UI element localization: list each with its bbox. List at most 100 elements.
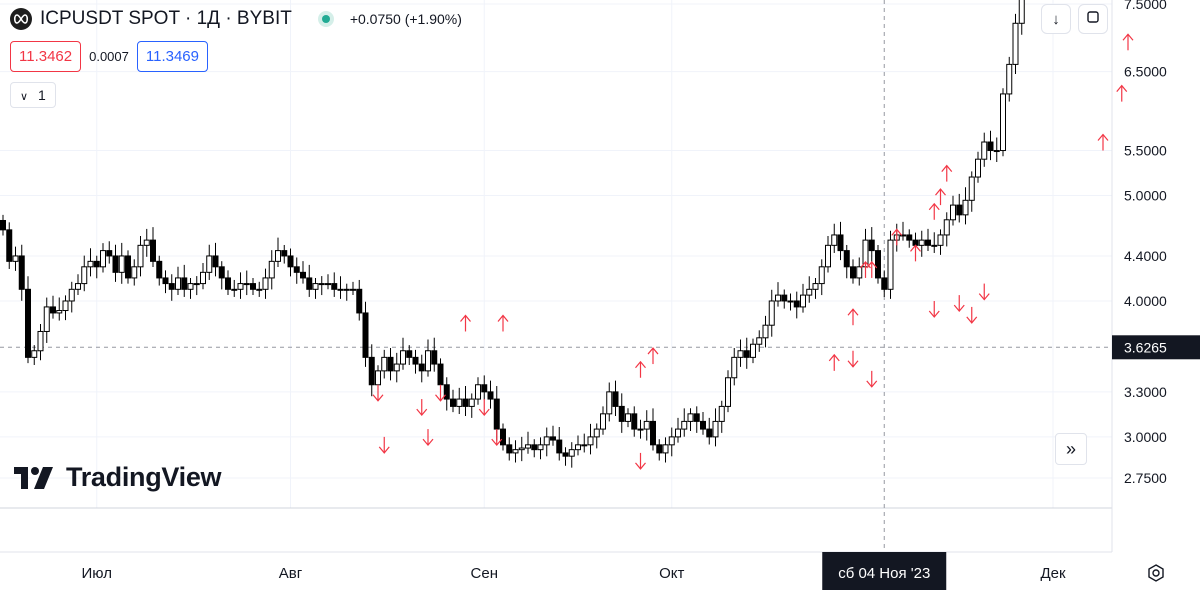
candle: [643, 410, 650, 441]
candle-body: [962, 199, 969, 216]
candle: [62, 295, 69, 321]
candle-body: [131, 266, 138, 279]
candlestick-series: [0, 0, 1025, 468]
candle-body: [750, 343, 756, 358]
buy-signal-arrow: [847, 308, 859, 326]
arrow-down-icon: ↓: [1052, 10, 1060, 28]
sell-signal-arrow: [478, 399, 490, 417]
candle-body: [900, 234, 906, 237]
candle-body: [543, 436, 550, 446]
tradingview-logo[interactable]: TradingView: [14, 462, 222, 493]
candle: [768, 289, 775, 337]
candle: [168, 274, 175, 301]
candle-body: [243, 283, 250, 286]
candle-body: [437, 363, 444, 386]
candle-body: [718, 405, 725, 422]
buy-price-button[interactable]: 11.3469: [136, 41, 208, 72]
candle: [243, 270, 250, 296]
candle-body: [281, 250, 288, 257]
candle: [875, 244, 881, 284]
candle-body: [525, 444, 531, 449]
price-tick-label: 6.5000: [1124, 64, 1167, 80]
sell-price-button[interactable]: 11.3462: [10, 41, 82, 72]
candle-body: [712, 420, 719, 438]
candle: [831, 223, 838, 253]
gear-icon: [1148, 564, 1164, 582]
chevron-down-icon: ∨: [20, 91, 29, 103]
candle: [481, 375, 488, 400]
candle-body: [6, 229, 13, 262]
candle: [662, 437, 669, 463]
candle-body: [318, 283, 325, 286]
candle: [550, 425, 556, 446]
candle: [593, 423, 600, 449]
candle: [112, 244, 119, 282]
candle: [68, 281, 75, 313]
candle: [487, 380, 494, 409]
candle: [975, 151, 981, 183]
candle-body: [50, 306, 56, 314]
candle-body: [643, 420, 650, 430]
candle: [50, 295, 56, 319]
candle-body: [62, 300, 69, 312]
candle-body: [93, 260, 100, 268]
sell-signal-arrow: [491, 429, 503, 447]
price-tick-label: 7.5000: [1124, 0, 1167, 12]
candle-body: [925, 239, 931, 246]
icp-logo-icon[interactable]: [10, 8, 32, 30]
candle-body: [975, 158, 981, 178]
candle-body: [537, 444, 544, 451]
candle-body: [381, 356, 388, 372]
download-button[interactable]: ↓: [1041, 4, 1071, 34]
candle-body: [937, 234, 944, 246]
candle: [18, 244, 25, 301]
candle-body: [693, 413, 700, 422]
candle: [193, 276, 200, 296]
buy-signal-arrow: [910, 244, 921, 262]
symbol-title[interactable]: ICPUSDT SPOT · 1Д · BYBIT: [40, 8, 292, 29]
candle: [587, 423, 594, 455]
candle-body: [187, 283, 194, 290]
candle-body: [662, 444, 669, 454]
candle-body: [212, 255, 219, 268]
candle-body: [618, 405, 625, 422]
candle: [281, 244, 288, 264]
candle: [612, 380, 619, 416]
candle: [712, 408, 719, 447]
crosshair-date-label: сб 04 Ноя '23: [838, 565, 930, 582]
candle: [150, 227, 156, 268]
candle: [968, 171, 975, 212]
candle: [556, 427, 563, 461]
candle: [962, 187, 969, 225]
sell-signal-arrow: [416, 399, 428, 417]
indicator-toggle-button[interactable]: ∨ 1: [10, 82, 56, 108]
candle-body: [256, 288, 263, 291]
double-chevron-right-icon: »: [1065, 438, 1076, 459]
chart-settings-button[interactable]: [1145, 562, 1167, 584]
candle-body: [825, 244, 831, 268]
candle-body: [918, 239, 925, 246]
candle-body: [506, 444, 513, 454]
candle: [981, 132, 988, 167]
candle-body: [781, 294, 788, 302]
candle: [812, 277, 819, 299]
crosshair-price-box: [1112, 335, 1200, 360]
candle-body: [837, 234, 844, 252]
candle: [606, 382, 613, 422]
scroll-to-realtime-button[interactable]: »: [1055, 433, 1087, 465]
candle: [81, 255, 88, 292]
tradingview-logo-icon: [14, 466, 53, 489]
buy-signal-arrow: [828, 353, 840, 371]
candle-body: [968, 176, 975, 201]
candle-body: [200, 271, 206, 285]
candle: [206, 244, 213, 280]
candle-body: [818, 266, 825, 285]
crosshair-date-box: [822, 552, 947, 590]
candle: [475, 377, 481, 405]
market-status-icon[interactable]: [317, 11, 334, 27]
candle: [100, 243, 106, 273]
candle-body: [193, 283, 200, 286]
candle-body: [881, 277, 888, 290]
fullscreen-button[interactable]: [1078, 4, 1108, 34]
